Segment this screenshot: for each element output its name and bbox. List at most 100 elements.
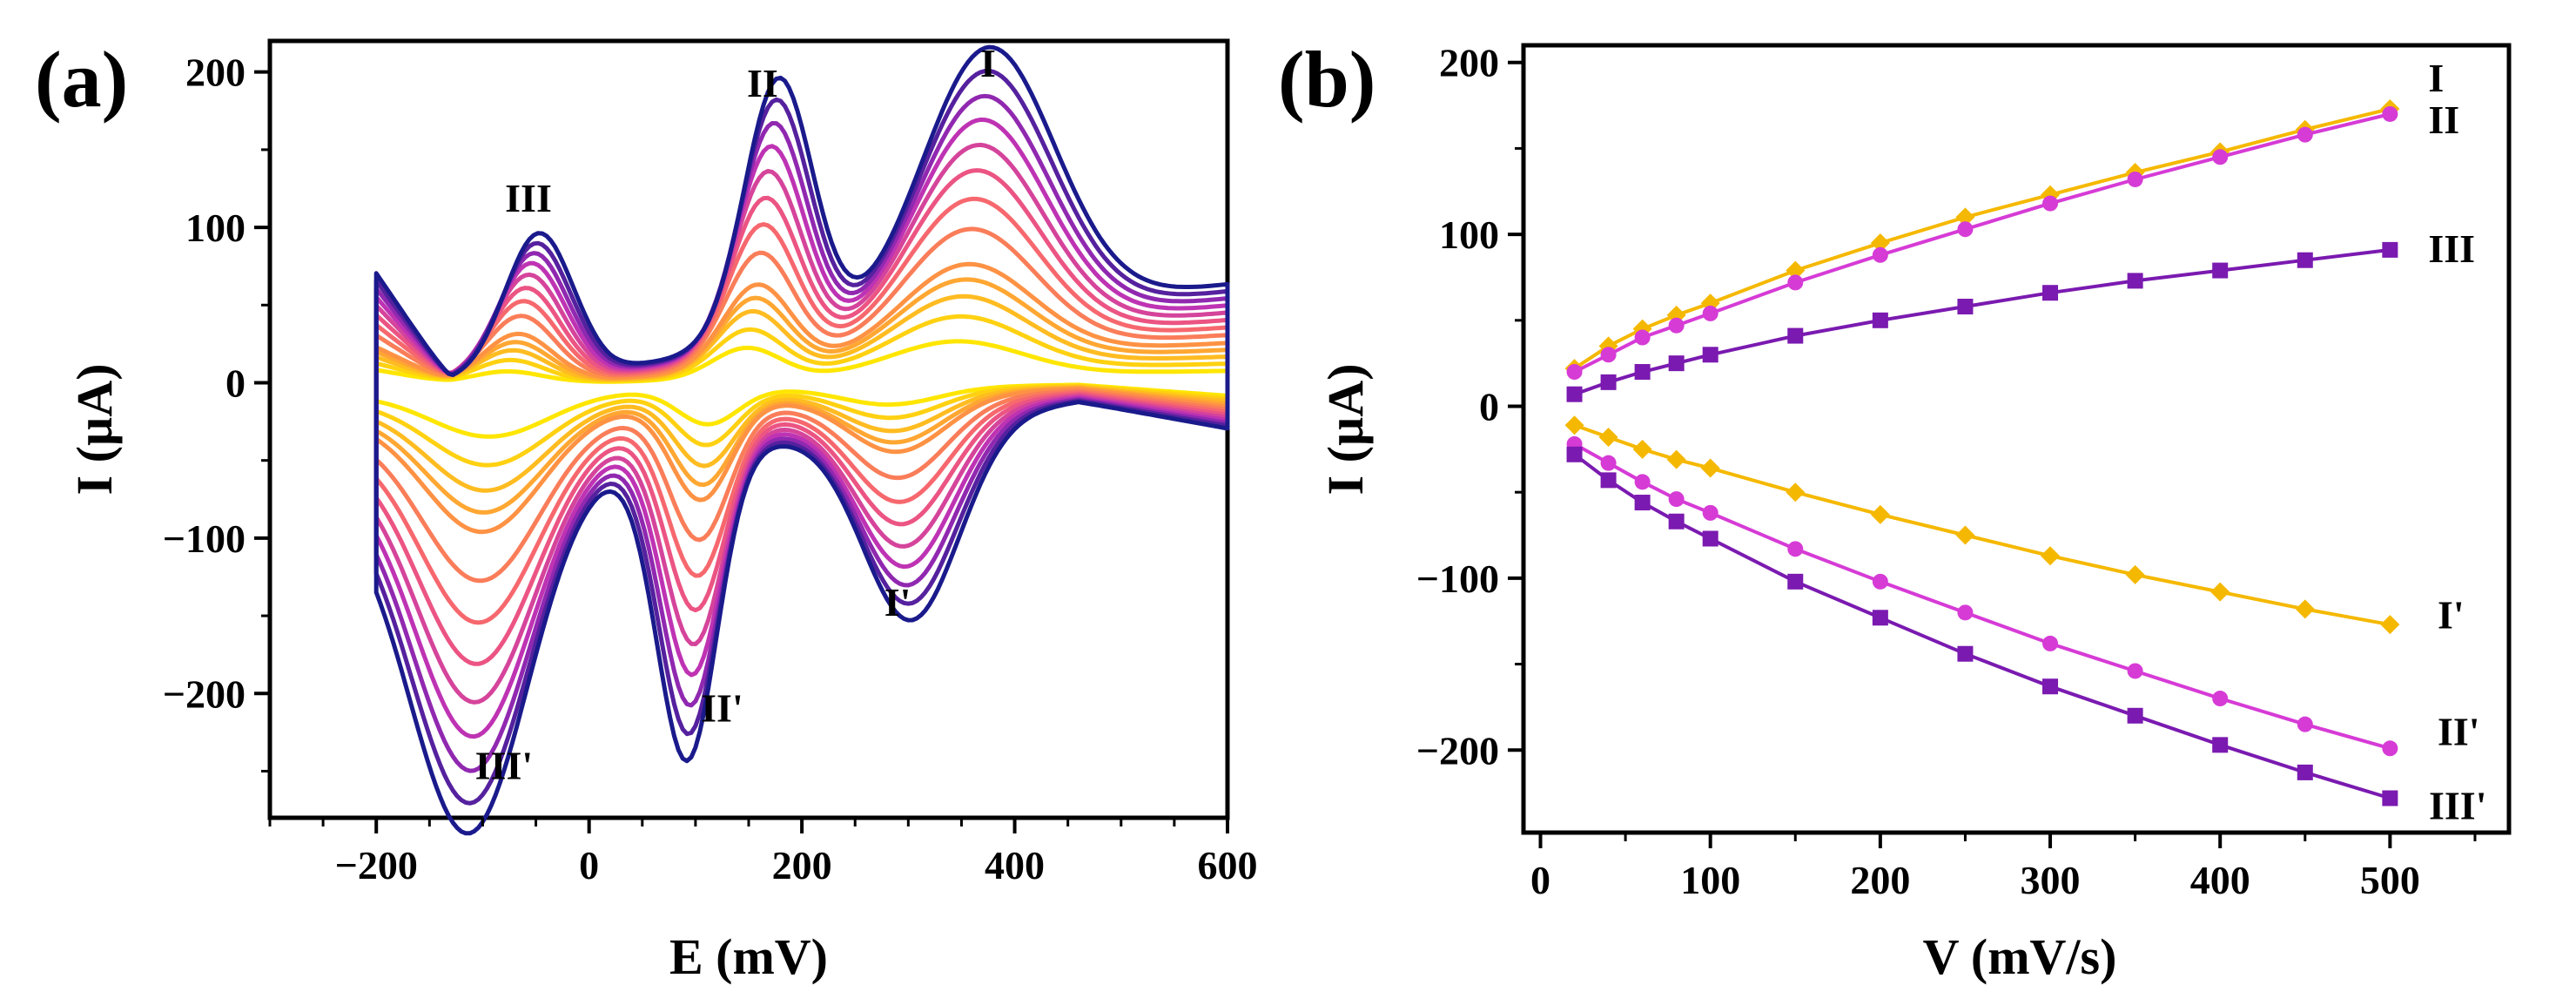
panel-b-series — [1564, 99, 2400, 806]
data-point — [1702, 305, 1718, 321]
data-point — [1957, 299, 1974, 315]
data-point — [1566, 446, 1583, 462]
peak-label: II — [747, 61, 778, 105]
series-II — [1566, 105, 2398, 381]
data-point — [1600, 347, 1617, 363]
data-point — [1598, 428, 1618, 448]
panel-b-label: (b) — [1278, 35, 1375, 124]
data-point — [1566, 386, 1583, 402]
data-point — [2382, 790, 2398, 806]
series-II' — [1566, 435, 2398, 757]
data-point — [2212, 262, 2229, 279]
y-tick-label: 200 — [185, 51, 245, 95]
data-point — [1787, 541, 1804, 557]
data-point — [2042, 285, 2059, 301]
data-point — [1957, 221, 1974, 238]
y-tick-label: −200 — [163, 671, 245, 716]
x-tick-label: 400 — [2190, 858, 2250, 902]
data-point — [1702, 347, 1718, 363]
data-point — [2042, 635, 2059, 651]
series-line — [1573, 423, 2391, 627]
panel-b-x-ticks: 0 100 200 300 400 500 — [1530, 833, 2477, 902]
data-point — [2127, 663, 2143, 679]
panel-b-frame — [1521, 43, 2512, 835]
data-point — [1955, 525, 1975, 545]
series-III — [1566, 241, 2398, 402]
x-tick-label: 500 — [2360, 858, 2420, 902]
x-tick-label: 0 — [1530, 858, 1550, 902]
y-tick-label: 100 — [1439, 213, 1499, 257]
data-point — [1787, 274, 1804, 291]
data-point — [2297, 126, 2313, 143]
y-tick-label: −200 — [1416, 728, 1499, 772]
peak-label: I' — [884, 580, 911, 624]
series-line — [1573, 442, 2391, 751]
data-point — [2382, 740, 2398, 757]
y-tick-label: 100 — [185, 206, 245, 250]
data-point — [2295, 599, 2315, 619]
data-point — [1668, 491, 1685, 508]
data-point — [2297, 716, 2313, 732]
data-point — [2042, 195, 2059, 212]
data-point — [1870, 504, 1890, 524]
panel-a-label: (a) — [35, 35, 128, 124]
data-point — [1957, 604, 1974, 621]
y-tick-label: 0 — [1479, 384, 1499, 428]
data-point — [1787, 327, 1804, 344]
panel-a-curves — [373, 44, 1230, 836]
peak-label: I — [980, 41, 996, 85]
panel-a-y-ticks: −200 −100 0 100 200 — [163, 51, 270, 772]
panel-a-x-ticks: −200 0 200 400 600 — [268, 818, 1258, 887]
y-tick-label: 200 — [1439, 41, 1499, 85]
data-point — [1957, 645, 1974, 662]
data-point — [2127, 171, 2143, 187]
data-point — [2297, 252, 2313, 268]
data-point — [2127, 273, 2143, 289]
data-point — [1666, 449, 1686, 469]
series-III' — [1566, 446, 2398, 806]
x-tick-label: 200 — [772, 843, 832, 887]
x-tick-label: 400 — [985, 843, 1045, 887]
data-point — [1634, 364, 1651, 381]
panel-b-y-ticks: −200 −100 0 100 200 — [1416, 41, 1523, 772]
panel-a-y-axis-title: I (µA) — [66, 363, 123, 495]
x-tick-label: 200 — [1850, 858, 1910, 902]
data-point — [1600, 455, 1617, 471]
x-tick-label: 600 — [1198, 843, 1258, 887]
x-tick-label: 0 — [579, 843, 599, 887]
series-label: III' — [2429, 783, 2486, 827]
data-point — [1872, 246, 1888, 263]
data-point — [2380, 615, 2400, 635]
x-tick-label: 100 — [1680, 858, 1740, 902]
data-point — [1787, 573, 1804, 590]
data-point — [2210, 582, 2230, 602]
data-point — [2382, 241, 2398, 258]
data-point — [2382, 105, 2398, 122]
panel-b-y-axis-title: I (µA) — [1317, 363, 1374, 495]
data-point — [1870, 233, 1890, 253]
peak-label: III' — [475, 743, 533, 787]
peak-label: III — [505, 176, 552, 220]
data-point — [1634, 474, 1651, 490]
data-point — [1872, 573, 1888, 590]
peak-label: II' — [701, 685, 743, 730]
data-point — [1786, 260, 1806, 280]
series-line — [1573, 247, 2391, 396]
y-tick-label: 0 — [225, 361, 245, 405]
data-point — [2041, 546, 2061, 566]
cv-curve-500-mv-s — [373, 44, 1230, 836]
series-label: I — [2428, 56, 2444, 100]
series-label: I' — [2438, 592, 2465, 637]
series-I' — [1564, 415, 2400, 635]
data-point — [1668, 355, 1685, 372]
y-tick-label: −100 — [1416, 557, 1499, 601]
data-point — [1702, 504, 1718, 521]
data-point — [1634, 329, 1651, 346]
data-point — [2125, 564, 2145, 584]
data-point — [2127, 707, 2143, 724]
data-point — [2297, 764, 2313, 780]
